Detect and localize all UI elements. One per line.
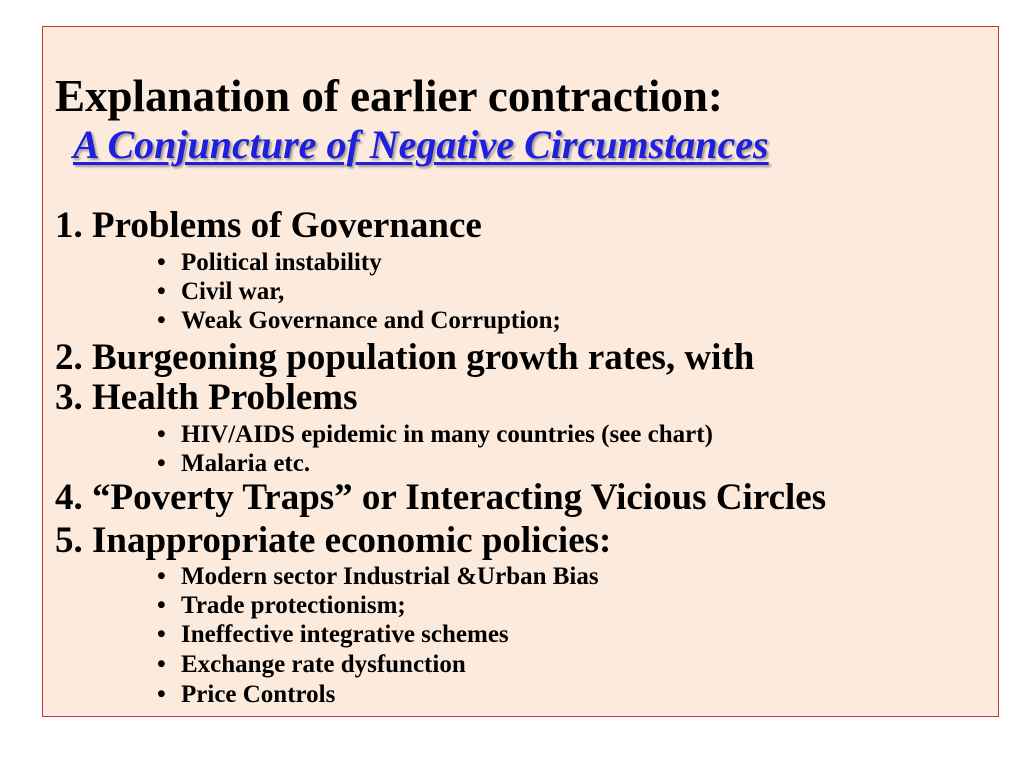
bullet-item: • Trade protectionism; <box>157 592 406 619</box>
bullet-item: • Political instability <box>157 249 382 276</box>
bullet-icon: • <box>157 681 166 708</box>
bullet-item: • Civil war, <box>157 278 285 305</box>
bullet-icon: • <box>157 278 166 305</box>
heading-governance: 1. Problems of Governance <box>55 205 482 246</box>
bullet-item: • Ineffective integrative schemes <box>157 621 509 648</box>
slide: Explanation of earlier contraction: A Co… <box>42 26 999 717</box>
bullet-item: • Malaria etc. <box>157 450 311 477</box>
heading-population: 2. Burgeoning population growth rates, w… <box>55 337 755 378</box>
bullet-icon: • <box>157 421 166 448</box>
bullet-item: • Price Controls <box>157 681 336 708</box>
slide-subtitle: A Conjuncture of Negative Circumstances <box>73 122 769 167</box>
bullet-icon: • <box>157 621 166 648</box>
bullet-icon: • <box>157 563 166 590</box>
heading-health: 3. Health Problems <box>55 377 358 418</box>
bullet-item: • Modern sector Industrial &Urban Bias <box>157 563 599 590</box>
bullet-item: • Weak Governance and Corruption; <box>157 307 561 334</box>
bullet-icon: • <box>157 592 166 619</box>
bullet-icon: • <box>157 450 166 477</box>
bullet-item: • Exchange rate dysfunction <box>157 651 466 678</box>
slide-title: Explanation of earlier contraction: <box>55 71 723 121</box>
heading-policies: 5. Inappropriate economic policies: <box>55 520 612 561</box>
bullet-icon: • <box>157 249 166 276</box>
bullet-icon: • <box>157 651 166 678</box>
heading-poverty-traps: 4. “Poverty Traps” or Interacting Viciou… <box>55 477 827 518</box>
bullet-icon: • <box>157 307 166 334</box>
bullet-item: • HIV/AIDS epidemic in many countries (se… <box>157 421 713 448</box>
